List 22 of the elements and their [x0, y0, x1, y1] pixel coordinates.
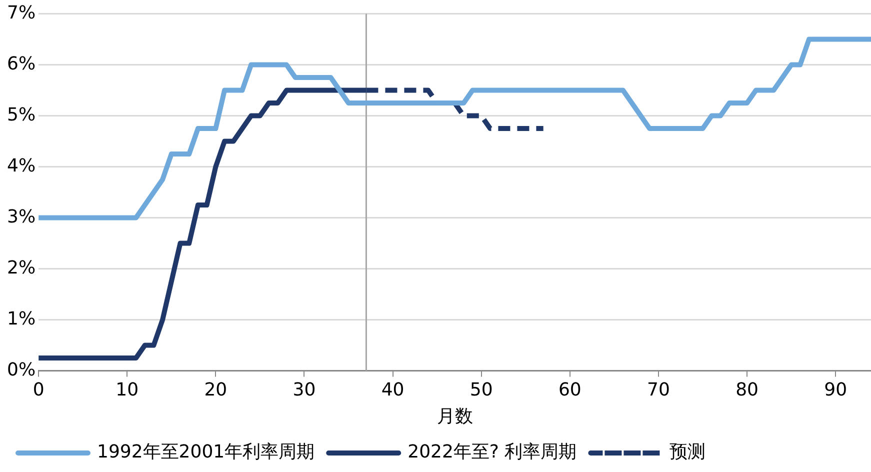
y-tick-label: 5% [6, 104, 36, 126]
y-tick-label: 4% [6, 155, 36, 176]
x-tick-label: 20 [204, 379, 228, 400]
legend-label: 2022年至? 利率周期 [408, 442, 577, 463]
x-tick-label: 10 [116, 379, 139, 400]
y-tick-label: 6% [6, 53, 36, 74]
y-tick-label: 7% [6, 2, 36, 24]
y-tick-label: 3% [6, 206, 36, 228]
x-tick-label: 40 [381, 379, 404, 400]
x-tick-label: 70 [647, 379, 670, 400]
x-tick-label: 30 [292, 379, 316, 400]
x-tick-label: 0 [32, 379, 44, 400]
x-tick-label: 80 [736, 379, 758, 400]
x-tick-label: 90 [824, 379, 848, 400]
legend-label: 预测 [670, 442, 706, 463]
x-axis-title: 月数 [436, 406, 473, 427]
x-tick-label: 60 [558, 379, 582, 400]
y-tick-label: 0% [6, 359, 36, 380]
legend-label: 1992年至2001年利率周期 [97, 442, 315, 463]
y-tick-label: 1% [6, 308, 36, 330]
y-tick-label: 2% [6, 257, 36, 278]
x-tick-label: 50 [470, 379, 493, 400]
